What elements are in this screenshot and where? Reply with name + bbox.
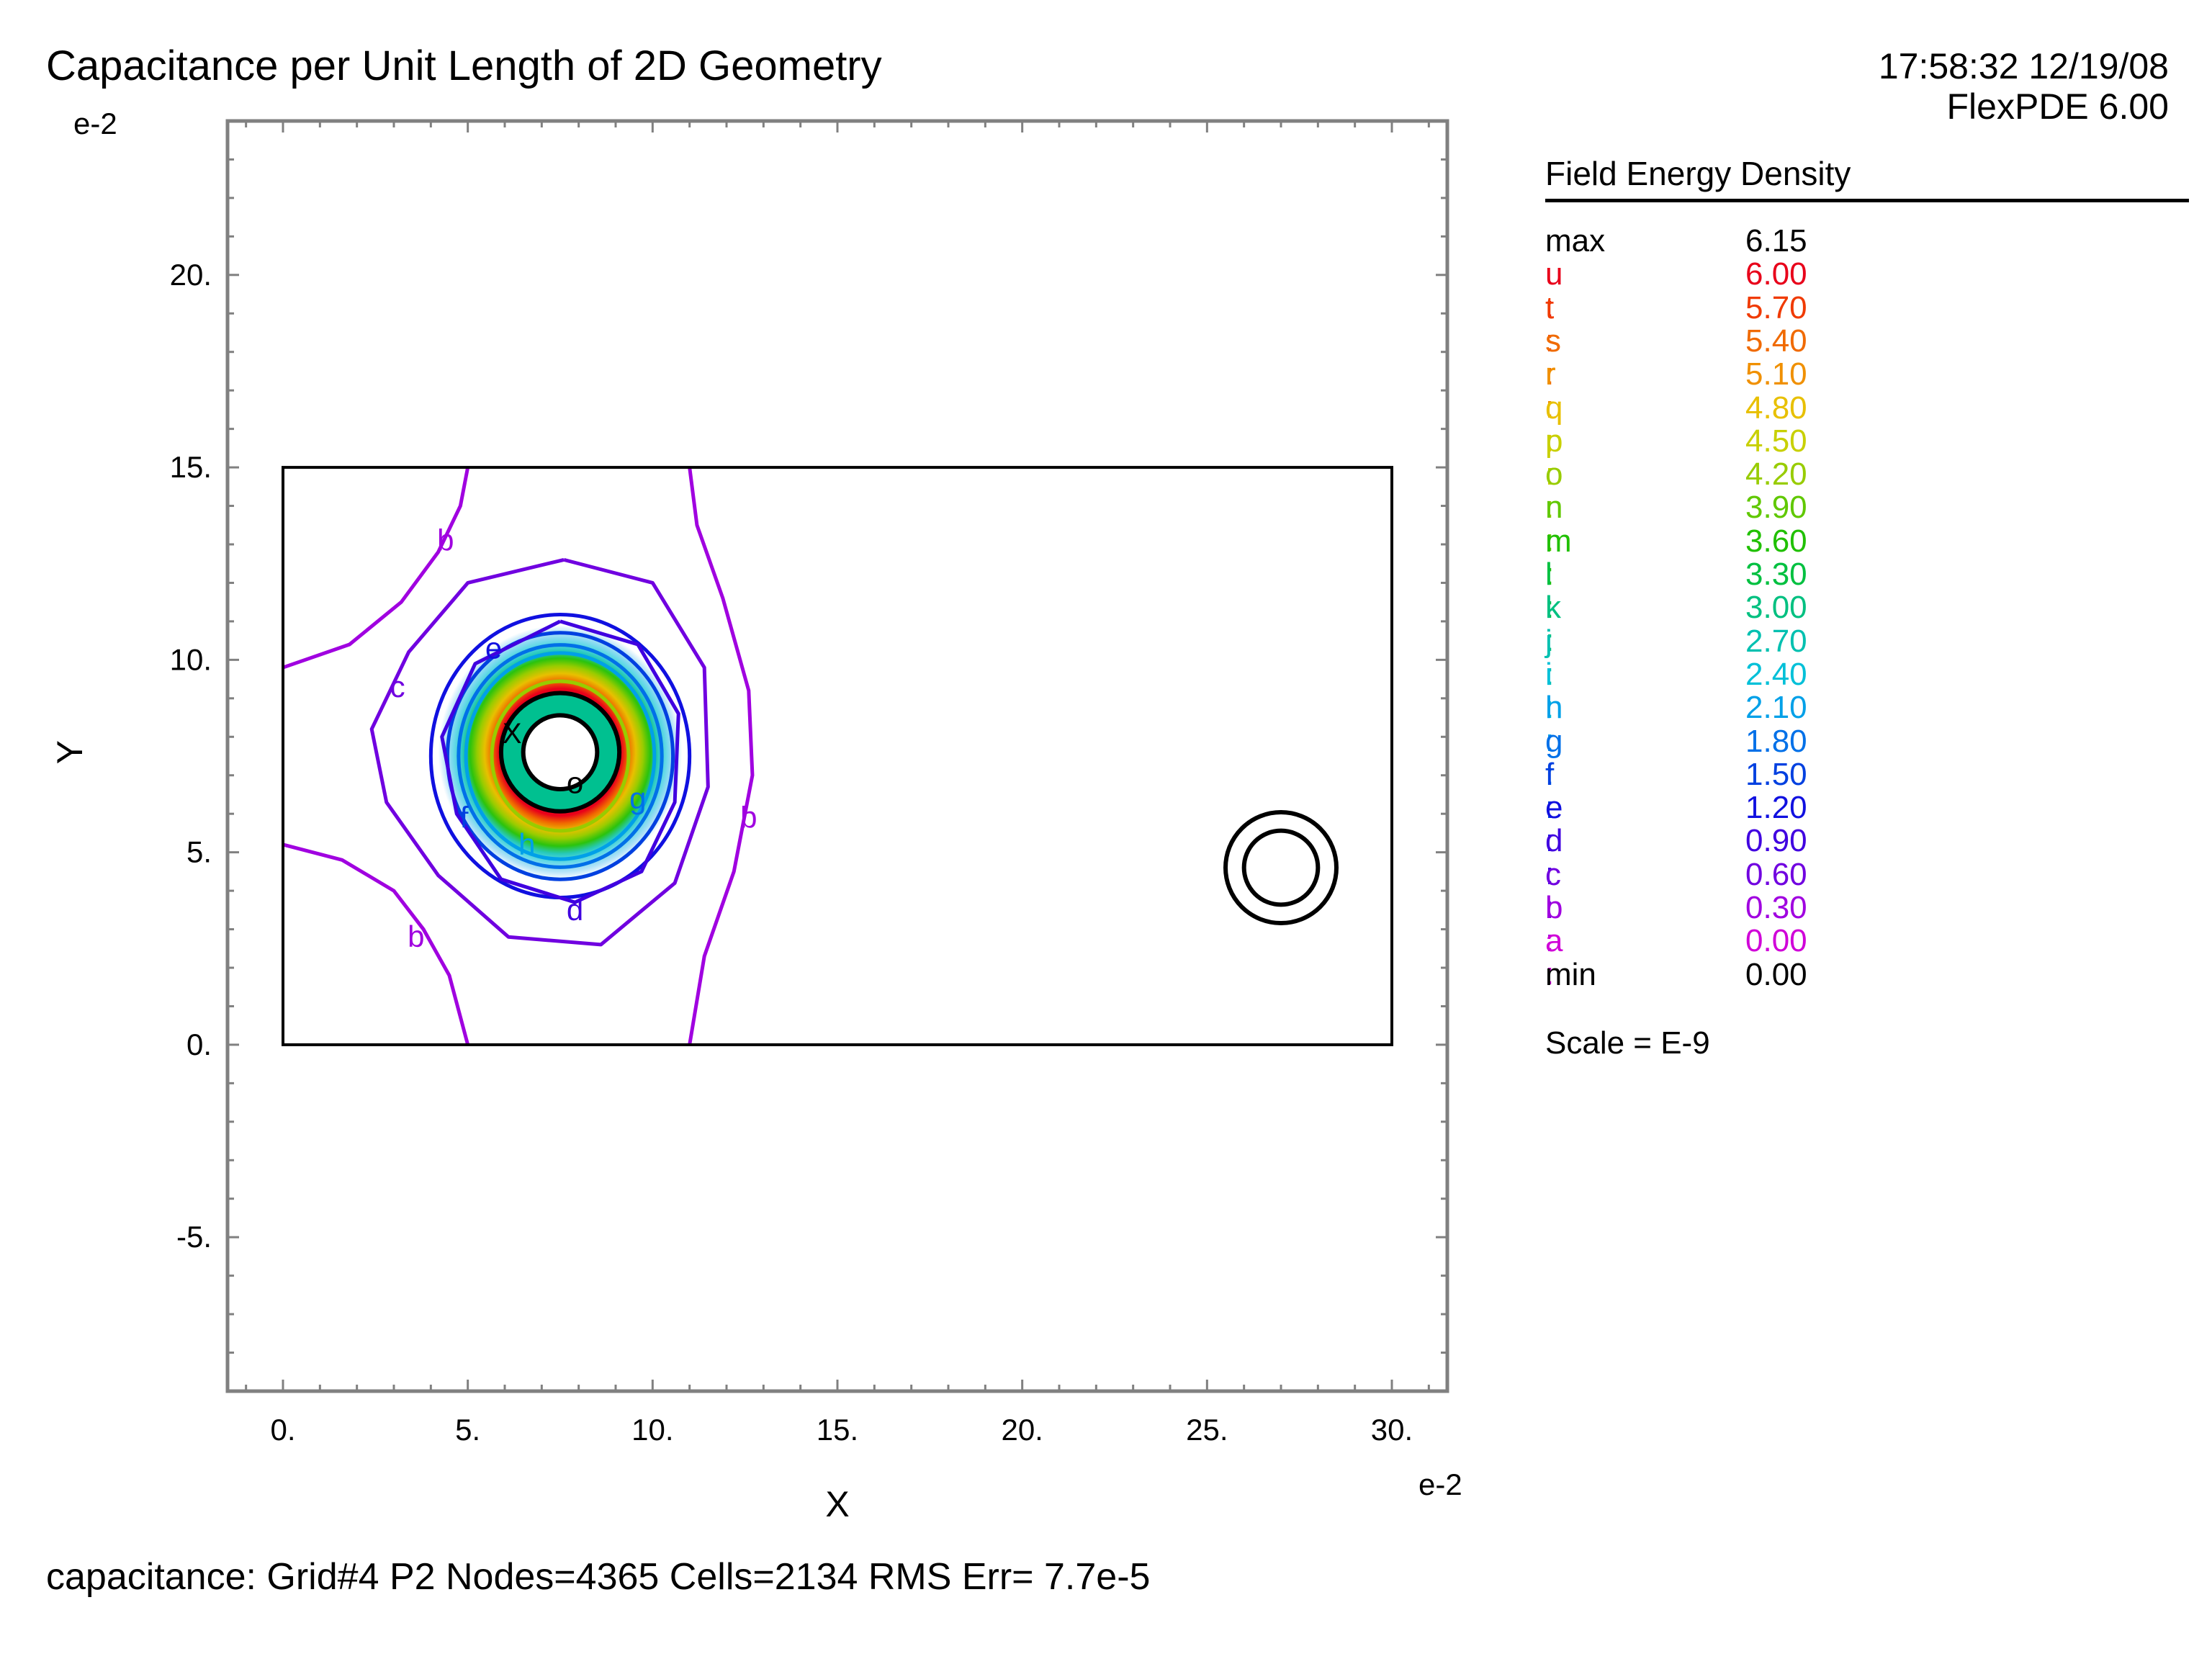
chart-title: Capacitance per Unit Length of 2D Geomet… <box>46 42 882 89</box>
legend-scale-note: Scale = E-9 <box>1545 1025 1710 1061</box>
conductor-inner <box>521 713 600 791</box>
legend-level-name: c : <box>1545 856 1561 925</box>
legend-level-value: 3.60 <box>1745 523 1807 559</box>
y-tick-label: 15. <box>170 450 212 484</box>
legend-level-value: 1.50 <box>1745 756 1807 792</box>
legend-level-name: d : <box>1545 823 1563 892</box>
legend-level-value: 1.80 <box>1745 723 1807 759</box>
legend-level-name: n : <box>1545 490 1563 559</box>
x-tick-label: 0. <box>270 1413 295 1447</box>
legend-level-name: b : <box>1545 890 1563 958</box>
contour-label: b <box>740 801 757 835</box>
conductor-outer <box>1223 810 1339 926</box>
contour-label: g <box>629 781 646 815</box>
software-version: FlexPDE 6.00 <box>1946 86 2169 127</box>
y-axis-exponent: e-2 <box>73 107 117 140</box>
legend-level-name: m : <box>1545 523 1572 592</box>
legend-level-value: 5.70 <box>1745 289 1807 325</box>
legend-level-name: e : <box>1545 790 1563 859</box>
x-tick-label: 30. <box>1371 1413 1413 1447</box>
plot-frame <box>225 119 1449 1393</box>
legend-level-value: 2.70 <box>1745 623 1807 659</box>
legend-level-name: u : <box>1545 256 1563 325</box>
y-axis-label: Y <box>50 740 90 764</box>
contour-label: h <box>518 827 535 861</box>
legend-level-name: max <box>1545 223 1606 258</box>
legend-level-value: 6.15 <box>1745 223 1807 258</box>
y-tick-label: 5. <box>186 835 212 869</box>
legend-level-name: r : <box>1545 356 1556 426</box>
legend-level-value: 1.20 <box>1745 790 1807 826</box>
contour-g <box>457 643 664 869</box>
contour-label: f <box>460 801 469 835</box>
conductor-inner <box>1241 828 1321 907</box>
legend-level-name: j : <box>1545 623 1555 692</box>
conductor-outer <box>498 691 622 814</box>
contour-label: d <box>567 893 583 927</box>
legend-level-name: q : <box>1545 390 1563 459</box>
domain-boundary <box>282 466 1393 1046</box>
y-tick-label: 0. <box>186 1028 212 1061</box>
legend-level-value: 5.40 <box>1745 323 1807 359</box>
legend-level-value: 5.10 <box>1745 356 1807 392</box>
legend-level-name: f : <box>1545 756 1555 825</box>
x-tick-label: 25. <box>1186 1413 1228 1447</box>
contour-c <box>369 557 710 947</box>
legend-level-value: 3.00 <box>1745 590 1807 626</box>
contour-label: o <box>567 765 583 799</box>
legend-level-name: t : <box>1545 289 1555 359</box>
contour-label: b <box>437 523 454 557</box>
x-tick-label: 5. <box>455 1413 480 1447</box>
x-tick-label: 10. <box>631 1413 673 1447</box>
y-tick-label: -5. <box>176 1220 212 1254</box>
legend-level-name: l : <box>1545 557 1555 625</box>
contour-b-right <box>688 467 755 1046</box>
legend-level-value: 4.50 <box>1745 423 1807 459</box>
legend-level-value: 2.40 <box>1745 656 1807 692</box>
legend-level-value: 0.00 <box>1745 956 1807 992</box>
legend-level-name: p : <box>1545 423 1563 492</box>
legend-divider <box>1545 199 2189 202</box>
legend-title: Field Energy Density <box>1545 155 1851 192</box>
legend-level-name: a : <box>1545 923 1563 992</box>
y-tick-label: 10. <box>170 642 212 676</box>
contour-label: e <box>485 631 502 665</box>
x-tick-label: 20. <box>1001 1413 1043 1447</box>
status-footer: capacitance: Grid#4 P2 Nodes=4365 Cells=… <box>46 1556 1151 1598</box>
legend-level-value: 0.60 <box>1745 856 1807 892</box>
contour-d <box>440 619 680 904</box>
legend-level-value: 0.90 <box>1745 823 1807 859</box>
legend-level-name: o : <box>1545 457 1563 526</box>
timestamp: 17:58:32 12/19/08 <box>1878 46 2169 86</box>
legend-level-name: k : <box>1545 590 1561 659</box>
legend-level-name: s : <box>1545 323 1561 392</box>
legend-level-name: h : <box>1545 690 1563 759</box>
max-marker: X <box>503 718 522 750</box>
legend-level-value: 6.00 <box>1745 256 1807 292</box>
contour-o <box>490 679 631 833</box>
contour-b-bottom-left <box>282 842 470 1046</box>
x-tick-label: 15. <box>817 1413 858 1447</box>
contour-f <box>445 631 675 881</box>
timestamp-block: 17:58:32 12/19/08 FlexPDE 6.00 <box>1879 46 2169 127</box>
x-axis-exponent: e-2 <box>1419 1467 1462 1501</box>
contour-label: c <box>390 670 405 703</box>
legend-level-value: 0.00 <box>1745 923 1807 959</box>
x-axis-label: X <box>825 1484 849 1524</box>
legend-level-name: min <box>1545 956 1596 992</box>
legend-level-value: 0.30 <box>1745 890 1807 925</box>
legend-level-value: 3.30 <box>1745 557 1807 592</box>
legend-level-value: 4.20 <box>1745 457 1807 493</box>
legend-level-value: 3.90 <box>1745 490 1807 526</box>
contour-b-top-left <box>282 467 470 670</box>
legend-level-value: 2.10 <box>1745 690 1807 726</box>
legend-level-value: 4.80 <box>1745 390 1807 426</box>
legend-level-name: g : <box>1545 723 1563 792</box>
contour-h <box>464 651 657 861</box>
y-tick-label: 20. <box>170 258 212 292</box>
legend-level-name: i : <box>1545 656 1555 725</box>
contour-label: b <box>408 920 424 953</box>
